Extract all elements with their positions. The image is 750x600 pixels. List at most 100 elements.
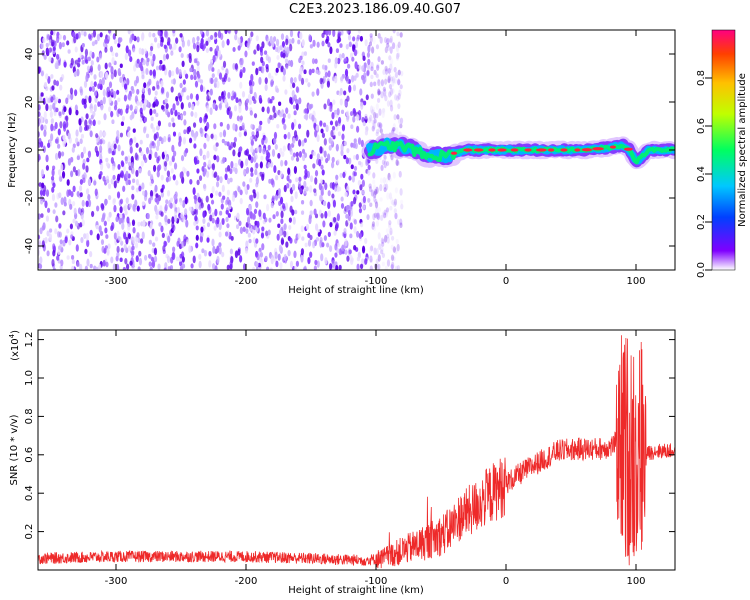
spectrogram-cell	[38, 104, 41, 111]
spectrogram-cell	[214, 208, 218, 217]
spectrogram-cell	[55, 107, 59, 113]
spectrogram-cell	[384, 73, 388, 82]
spectrogram-cell	[239, 69, 243, 77]
spectrogram-cell	[52, 249, 56, 257]
spectrogram-cell	[356, 230, 360, 238]
spectrogram-cell	[279, 262, 283, 270]
spectrogram-cell	[344, 249, 348, 255]
chart-title: C2E3.2023.186.09.40.G07	[288, 2, 462, 17]
spectrogram-cell	[226, 196, 230, 205]
spectrogram-cell	[399, 117, 404, 125]
spectrogram-cell	[206, 121, 210, 130]
spectrogram-cell	[172, 131, 177, 137]
spectrogram-cell	[367, 58, 371, 66]
spectrogram-cell	[130, 161, 135, 170]
spectrogram-cell	[199, 127, 203, 134]
spectrogram-cell	[79, 263, 83, 270]
spectrogram-cell	[188, 245, 192, 253]
spectrogram-cell	[214, 32, 218, 38]
spectrogram-cell	[374, 198, 378, 204]
spectrogram-cell	[52, 209, 56, 215]
spectrogram-cell	[74, 104, 78, 112]
spectrogram-cell	[187, 39, 191, 47]
noise-region	[38, 30, 404, 270]
spectrogram-cell	[275, 211, 279, 217]
spectrogram-cell	[294, 265, 298, 270]
spectrogram-cell	[57, 98, 62, 104]
spectrogram-cell	[232, 63, 236, 70]
spectrogram-cell	[190, 110, 194, 117]
spectrogram-cell	[353, 171, 357, 177]
spectrogram-cell	[192, 42, 197, 50]
spectrogram-cell	[244, 150, 248, 156]
spectrogram-cell	[312, 39, 316, 48]
spectrogram-cell	[292, 137, 296, 145]
spectrogram-cell	[67, 132, 71, 140]
spectrogram-cell	[337, 36, 341, 43]
spectrogram-cell	[39, 227, 43, 235]
spectrogram-cell	[249, 89, 253, 95]
spectrogram-cell	[110, 143, 115, 151]
spectrogram-cell	[372, 195, 377, 203]
spectrogram-cell	[385, 207, 390, 213]
spectrogram-cell	[277, 223, 281, 229]
spectrogram-cell	[215, 45, 220, 52]
spectrogram-cell	[186, 95, 190, 101]
spectrogram-cell	[338, 248, 342, 256]
spectrogram-cell	[105, 261, 109, 268]
spectrogram-cell	[331, 111, 335, 120]
spectrogram-cell	[194, 157, 198, 165]
spectrogram-cell	[264, 77, 268, 85]
spectrogram-cell	[126, 77, 130, 86]
spectrogram-cell	[76, 190, 80, 198]
spectrogram-cell	[242, 168, 247, 176]
spectrogram-cell	[103, 131, 107, 137]
spectrogram-cell	[196, 179, 200, 186]
spectrogram-cell	[206, 94, 210, 102]
spectrogram-cell	[92, 119, 96, 127]
spectrogram-cell	[303, 114, 307, 120]
spectrogram-cell	[164, 203, 168, 212]
bottom-x-tick-label: -100	[365, 576, 388, 587]
spectrogram-cell	[108, 62, 112, 68]
spectrogram-cell	[395, 44, 400, 53]
top-y-tick-label: 20	[24, 96, 35, 109]
spectrogram-cell	[138, 257, 143, 266]
spectrogram-cell	[376, 129, 380, 134]
spectrogram-cell	[252, 224, 257, 231]
spectrogram-cell	[174, 214, 178, 223]
spectrogram-cell	[375, 247, 379, 256]
spectrogram-cell	[247, 222, 252, 229]
spectrogram-cell	[135, 187, 139, 193]
spectrogram-cell	[394, 94, 398, 101]
spectrogram-cell	[84, 48, 89, 57]
spectrogram-cell	[73, 207, 77, 215]
spectrogram-cell	[280, 218, 284, 225]
spectrogram-cell	[148, 261, 152, 267]
spectrogram-cell	[388, 37, 393, 43]
spectrogram-cell	[138, 250, 142, 257]
spectrogram-cell	[380, 91, 384, 99]
spectrogram-cell	[140, 238, 144, 244]
colorbar-tick-label: 0.4	[696, 166, 707, 182]
spectrogram-cell	[165, 30, 169, 39]
spectrogram-cell	[229, 260, 233, 268]
spectrogram-cell	[82, 146, 87, 154]
spectrogram-cell	[181, 60, 185, 68]
spectrogram-cell	[43, 81, 48, 88]
spectrogram-cell	[120, 247, 124, 253]
spectrogram-cell	[344, 68, 349, 77]
spectrogram-cell	[367, 197, 371, 203]
spectrogram-cell	[221, 251, 225, 258]
spectrogram-cell	[71, 255, 75, 260]
spectrogram-cell	[74, 89, 78, 97]
spectrogram-cell	[153, 37, 158, 43]
spectrogram-cell	[60, 197, 64, 205]
bottom-y-tick-label: 0.6	[24, 447, 35, 463]
spectrogram-cell	[106, 86, 111, 92]
spectrogram-cell	[267, 144, 271, 151]
spectrogram-cell	[46, 207, 51, 213]
spectrogram-cell	[334, 57, 338, 65]
spectrogram-cell	[93, 74, 97, 80]
spectrogram-cell	[162, 64, 166, 71]
